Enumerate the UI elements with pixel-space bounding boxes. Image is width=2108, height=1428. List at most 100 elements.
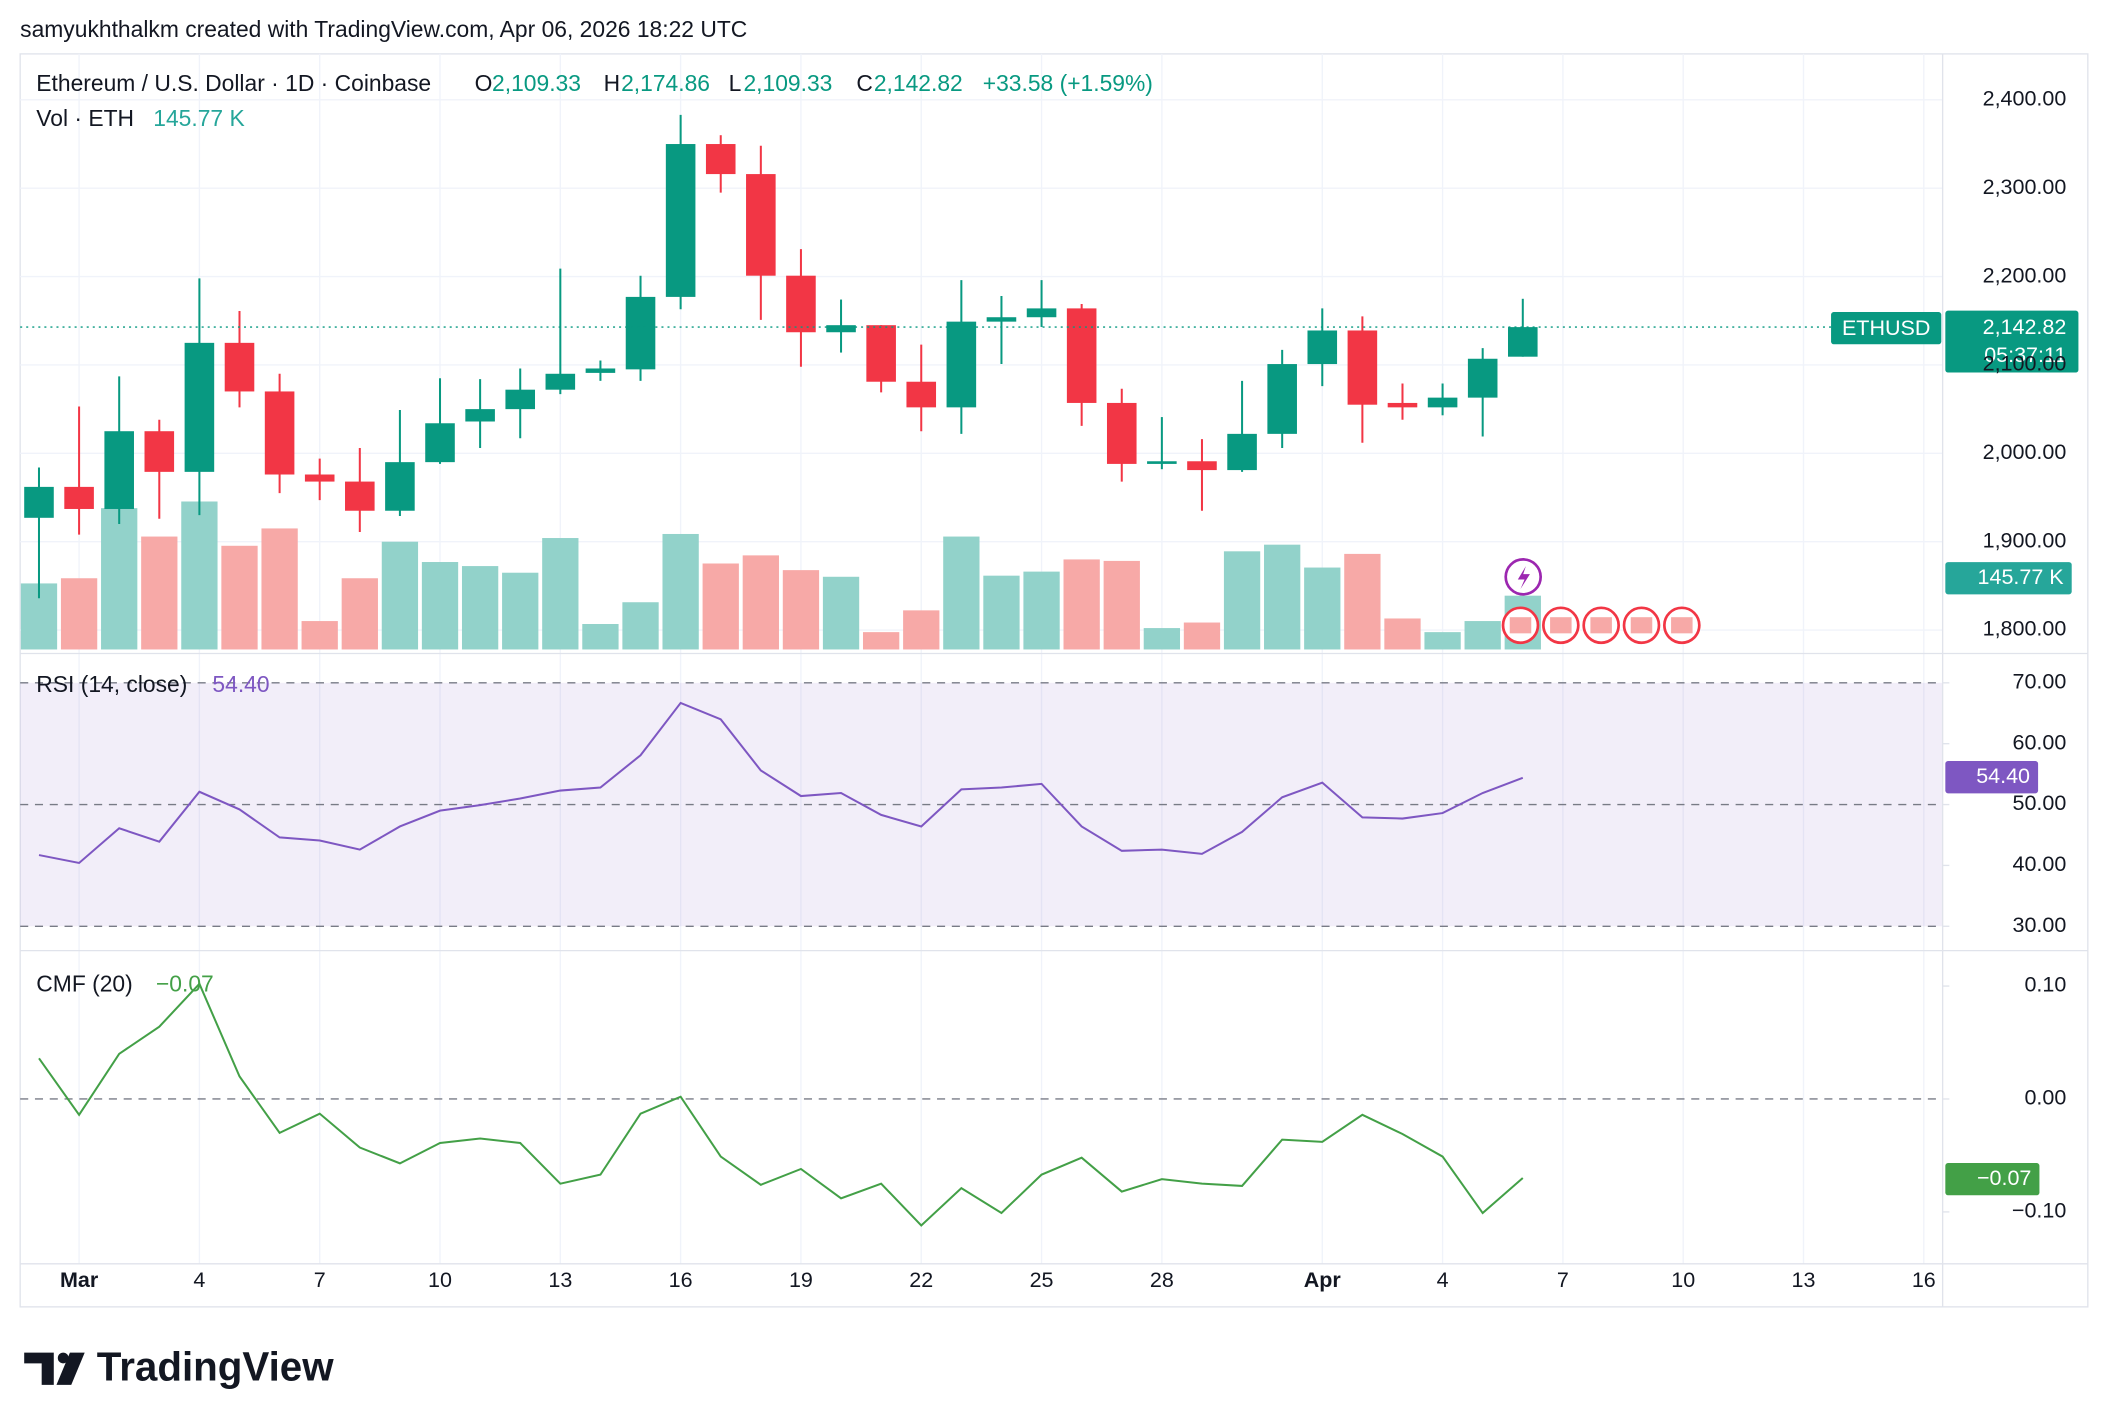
ohlc-value: 2,174.86 xyxy=(621,70,710,96)
candle-body xyxy=(1147,461,1177,464)
rsi-title: RSI (14, close) xyxy=(36,671,187,697)
candle-body xyxy=(986,317,1017,322)
price-tag xyxy=(1945,310,2079,373)
cmf-tag-text: −0.07 xyxy=(1977,1166,2031,1190)
y-tick-label: 1,900.00 xyxy=(1983,528,2067,552)
volume-bar xyxy=(903,610,940,650)
volume-bar xyxy=(1143,628,1181,650)
volume-bar xyxy=(662,533,699,650)
volume-bar xyxy=(261,528,298,650)
x-tick-label: 22 xyxy=(909,1268,933,1292)
x-tick-label: 13 xyxy=(1792,1268,1816,1292)
candle-body xyxy=(104,431,134,509)
volume-bar xyxy=(1304,567,1341,650)
candle-body xyxy=(1307,330,1338,365)
cmf-tag xyxy=(1945,1163,2040,1196)
candle-body xyxy=(625,296,656,370)
volume-value: 145.77 K xyxy=(153,105,244,131)
volume-bar xyxy=(221,545,258,650)
candle-body xyxy=(345,481,375,511)
x-tick-label: 4 xyxy=(1437,1268,1449,1292)
cmf-title: CMF (20) xyxy=(36,971,132,997)
candle-body xyxy=(906,381,937,408)
chart-frame xyxy=(19,53,2089,1308)
flag-glyph xyxy=(1590,617,1612,634)
volume-bar xyxy=(502,572,539,650)
x-tick-label: 19 xyxy=(789,1268,813,1292)
candle-body xyxy=(705,144,736,175)
indicator-line xyxy=(38,981,1524,1227)
candle-body xyxy=(1066,308,1097,403)
volume-bar xyxy=(1103,560,1140,650)
volume-bar xyxy=(1023,571,1060,650)
candle-body xyxy=(866,325,896,382)
candle-body xyxy=(545,373,576,390)
x-tick-label: 10 xyxy=(1671,1268,1695,1292)
volume-bar xyxy=(60,578,98,650)
candle-body xyxy=(385,462,415,511)
candle-body xyxy=(304,474,335,482)
event-icon-glyph xyxy=(1517,566,1530,589)
ohlc-value: 2,142.82 xyxy=(874,70,963,96)
volume-tag xyxy=(1945,562,2072,595)
rsi-value: 54.40 xyxy=(212,671,269,697)
logo-mark xyxy=(24,1352,54,1385)
event-icons[interactable] xyxy=(1501,558,1701,645)
candle-body xyxy=(1508,327,1538,357)
candle-body xyxy=(144,431,175,472)
y-tick-label: 2,300.00 xyxy=(1983,175,2067,199)
ohlc-prefix: C xyxy=(856,70,873,96)
rsi-tag-text: 54.40 xyxy=(1976,764,2030,788)
brand-name: TradingView xyxy=(97,1344,334,1390)
volume-bar xyxy=(341,578,378,650)
cmf-value: −0.07 xyxy=(156,971,214,997)
y-tick-label: 60.00 xyxy=(2013,730,2067,754)
volume-bar xyxy=(181,501,218,650)
ohlc-value: 2,109.33 xyxy=(492,70,581,96)
volume-bar xyxy=(1223,551,1261,650)
symbol-tag-text: ETHUSD xyxy=(1842,316,1930,340)
candle-body xyxy=(1187,461,1217,471)
candle-body xyxy=(585,368,616,373)
x-tick-label: 13 xyxy=(548,1268,572,1292)
volume-bar xyxy=(862,632,900,650)
x-tick-label: 25 xyxy=(1030,1268,1054,1292)
volume-bar xyxy=(1264,544,1301,650)
candle-body xyxy=(1026,308,1057,318)
cmf-legend: CMF (20) −0.07 xyxy=(36,971,213,997)
flag-glyph xyxy=(1630,617,1653,634)
rsi-tag xyxy=(1945,761,2039,794)
y-tick-label: 40.00 xyxy=(2013,852,2067,876)
candle-body xyxy=(1267,364,1297,434)
indicator-line xyxy=(38,701,1524,865)
y-tick-label: 50.00 xyxy=(2013,791,2067,815)
candle-body xyxy=(746,174,776,276)
candle-body xyxy=(425,423,455,463)
volume-bar xyxy=(101,508,138,650)
volume-bar xyxy=(702,563,739,650)
y-tick-label: 0.00 xyxy=(2024,1086,2066,1110)
candle-body xyxy=(505,389,536,410)
volume-bar xyxy=(582,624,619,650)
volume-bar xyxy=(301,621,338,650)
y-tick-label: 1,800.00 xyxy=(1983,617,2067,641)
volume-bar xyxy=(381,541,419,650)
x-tick-label: 10 xyxy=(428,1268,452,1292)
x-tick-label: 16 xyxy=(669,1268,693,1292)
volume-bar xyxy=(1063,559,1100,650)
countdown: 05:37:11 xyxy=(1984,343,2066,367)
marks xyxy=(20,114,1943,1227)
x-tick-label: 16 xyxy=(1912,1268,1936,1292)
candle-body xyxy=(946,321,977,408)
y-tick-label: 30.00 xyxy=(2013,913,2067,937)
y-tick-label: 2,200.00 xyxy=(1983,263,2067,287)
volume-bar xyxy=(1183,622,1221,650)
symbol-title: Ethereum / U.S. Dollar · 1D · Coinbase xyxy=(36,70,431,96)
volume-bar xyxy=(622,602,659,650)
logo-mark xyxy=(57,1352,69,1364)
y-tick-label: 70.00 xyxy=(2013,670,2067,694)
flag-glyph xyxy=(1509,617,1532,634)
volume-bar xyxy=(822,576,860,650)
